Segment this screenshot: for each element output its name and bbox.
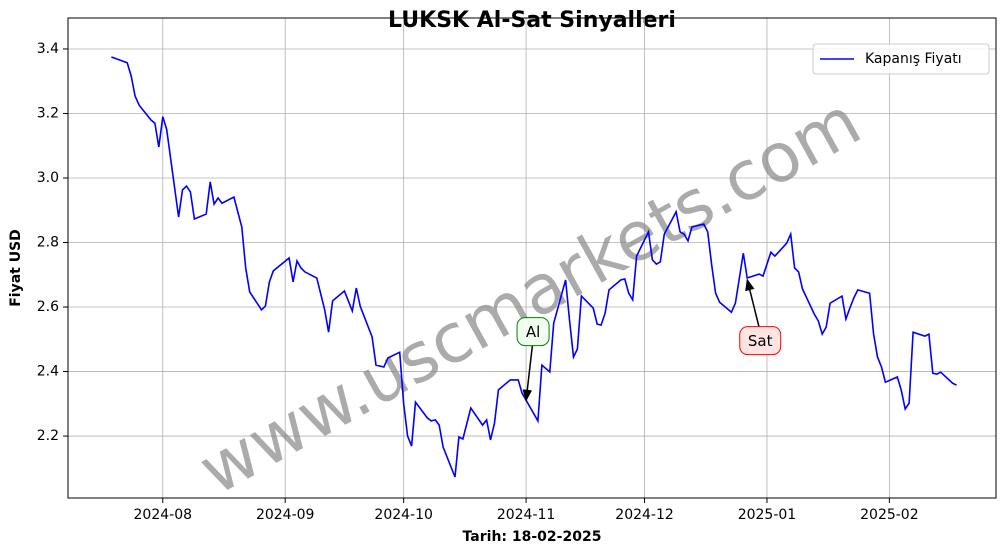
x-tick-label: 2024-08 [134, 507, 193, 523]
y-tick-label: 3.4 [37, 41, 59, 57]
y-axis-label: Fiyat USD [8, 229, 24, 307]
x-axis-label: Tarih: 18-02-2025 [463, 529, 602, 545]
price-line [111, 56, 957, 478]
annotation-text: Sat [748, 332, 773, 350]
y-tick-label: 3.2 [37, 105, 59, 121]
legend: Kapanış Fiyatı [812, 43, 990, 75]
annotation-box [516, 317, 550, 347]
x-tick-label: 2024-09 [256, 507, 315, 523]
annotation-arrow [522, 345, 534, 402]
x-tick-label: 2024-11 [497, 507, 556, 523]
legend-box [812, 43, 990, 75]
annotation-box [739, 326, 782, 356]
y-tick-label: 2.2 [37, 428, 59, 444]
annotation-arrow [745, 278, 760, 327]
chart-title: LUKSK Al-Sat Sinyalleri [388, 8, 676, 33]
x-tick-label: 2024-12 [615, 507, 674, 523]
y-tick-label: 3.0 [37, 170, 59, 186]
y-tick-label: 2.4 [37, 364, 59, 380]
x-tick-label: 2024-10 [374, 507, 433, 523]
annotation-text: Al [526, 323, 540, 341]
plot-frame [67, 17, 997, 499]
x-tick-label: 2025-02 [860, 507, 919, 523]
legend-label: Kapanış Fiyatı [865, 51, 962, 67]
y-tick-label: 2.6 [37, 299, 59, 315]
y-tick-label: 2.8 [37, 235, 59, 251]
watermark: www.uscmarkets.com [187, 82, 874, 511]
x-tick-label: 2025-01 [738, 507, 797, 523]
